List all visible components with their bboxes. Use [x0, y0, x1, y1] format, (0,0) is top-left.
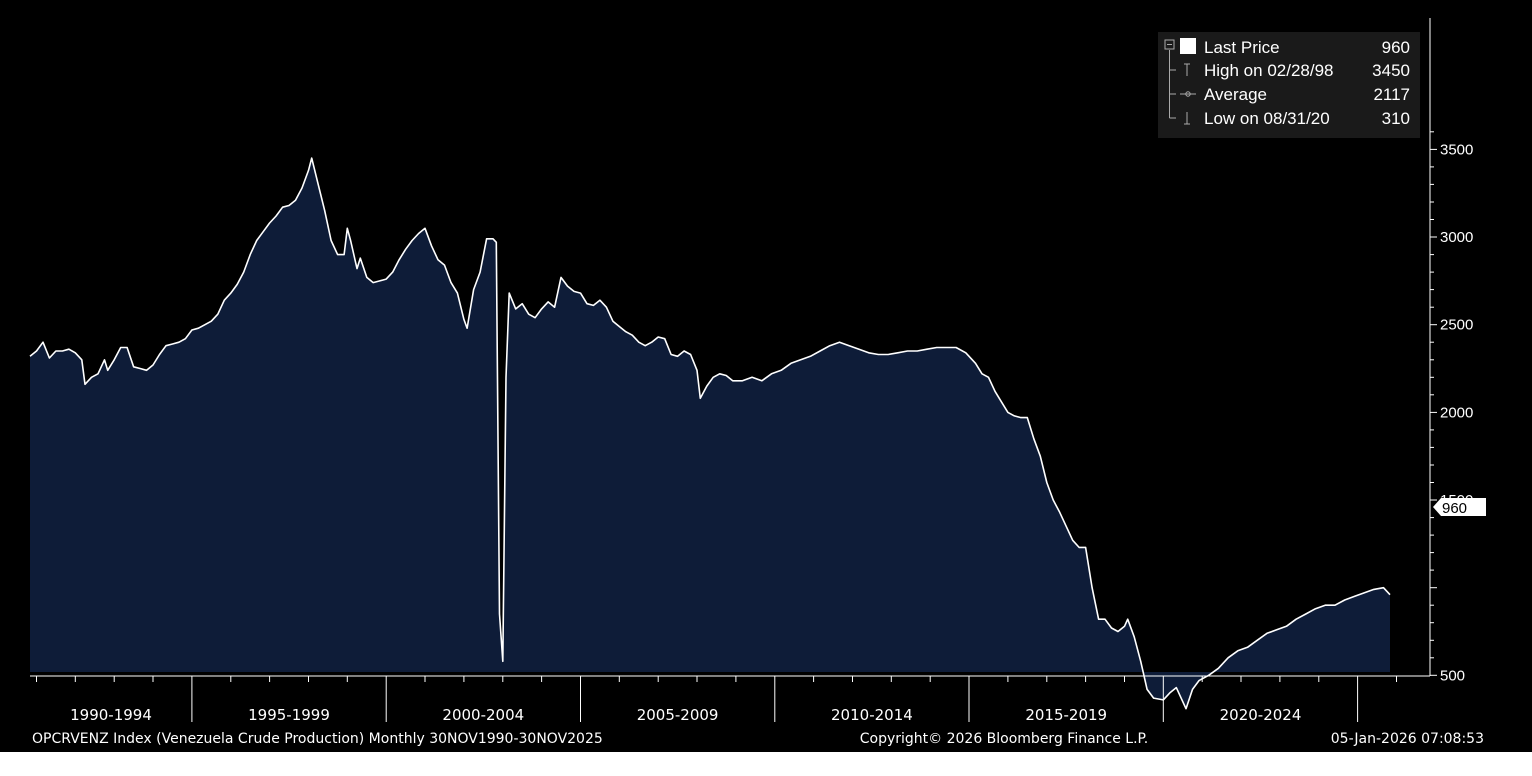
footer-background	[0, 700, 1532, 752]
x-category-label: 2010-2014	[831, 706, 913, 724]
y-tick-label: 2500	[1440, 317, 1473, 334]
last-price-swatch-icon	[1180, 38, 1196, 54]
y-tick-label: 3000	[1440, 229, 1473, 246]
legend-box	[1158, 32, 1420, 138]
x-category-label: 1995-1999	[248, 706, 330, 724]
legend-label-low: Low on 08/31/20	[1204, 109, 1330, 128]
x-category-label: 2015-2019	[1025, 706, 1107, 724]
plot-area	[29, 157, 1391, 710]
y-tick-label: 2000	[1440, 404, 1473, 421]
legend-value-last-price: 960	[1382, 38, 1410, 57]
y-axis: 50015002000250030003500	[1429, 18, 1473, 684]
legend-label-last-price: Last Price	[1204, 38, 1280, 57]
legend: Last Price 960 High on 02/28/98 3450 Ave…	[1158, 32, 1420, 138]
x-category-label: 2000-2004	[442, 706, 524, 724]
x-category-label: 1990-1994	[70, 706, 152, 724]
production-line	[29, 157, 1391, 710]
production-area-fill	[30, 158, 1390, 709]
legend-label-high: High on 02/28/98	[1204, 61, 1334, 80]
footer-timestamp: 05-Jan-2026 07:08:53	[1331, 731, 1484, 747]
legend-tree-icons	[1164, 39, 1196, 125]
last-value-tag: 960	[1433, 498, 1486, 517]
x-category-label: 2020-2024	[1220, 706, 1302, 724]
y-tick-label: 3500	[1440, 141, 1473, 158]
legend-value-low: 310	[1382, 109, 1410, 128]
footer-copyright: Copyright© 2026 Bloomberg Finance L.P.	[860, 731, 1149, 747]
last-value-tag-shape	[1433, 498, 1486, 516]
legend-value-average: 2117	[1373, 85, 1410, 104]
x-category-label: 2005-2009	[637, 706, 719, 724]
collapse-icon	[1164, 39, 1175, 50]
last-value-label: 960	[1442, 500, 1467, 517]
footer-index-description: OPCRVENZ Index (Venezuela Crude Producti…	[32, 731, 603, 747]
legend-value-high: 3450	[1372, 61, 1410, 80]
footer: OPCRVENZ Index (Venezuela Crude Producti…	[32, 731, 1484, 747]
legend-label-average: Average	[1204, 85, 1267, 104]
average-marker-dot	[1185, 91, 1191, 97]
y-tick-label: 500	[1440, 667, 1465, 684]
x-axis: 1990-1994 1995-1999 2000-2004 2005-2009 2010…	[30, 675, 1430, 724]
